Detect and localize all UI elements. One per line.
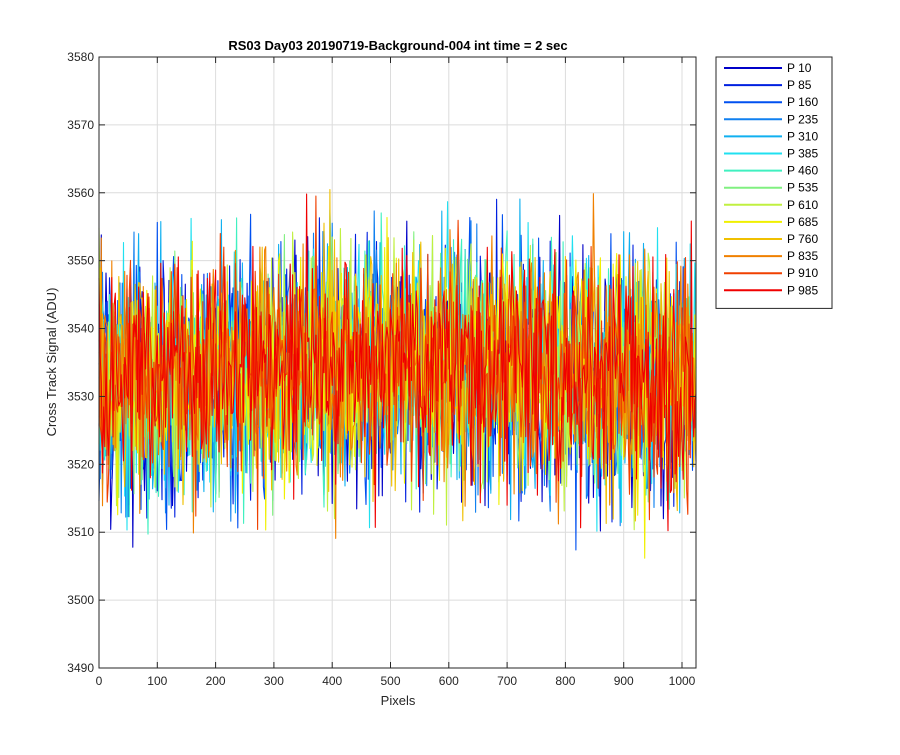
series-layer — [98, 189, 697, 559]
y-tick-label: 3500 — [67, 593, 94, 607]
legend-label: P 535 — [787, 181, 818, 195]
legend-label: P 235 — [787, 112, 818, 126]
x-tick-label: 100 — [147, 674, 167, 688]
x-tick-label: 500 — [380, 674, 400, 688]
x-tick-label: 800 — [555, 674, 575, 688]
y-tick-label: 3510 — [67, 525, 94, 539]
x-tick-label: 700 — [497, 674, 517, 688]
legend-label: P 385 — [787, 147, 818, 161]
x-tick-label: 900 — [614, 674, 634, 688]
x-tick-label: 0 — [96, 674, 103, 688]
y-axis-label: Cross Track Signal (ADU) — [44, 288, 59, 437]
plot-frame — [98, 56, 697, 669]
y-tick-label: 3540 — [67, 322, 94, 336]
x-tick-label: 1000 — [669, 674, 696, 688]
y-tick-label: 3490 — [67, 661, 94, 675]
legend-label: P 910 — [787, 266, 818, 280]
legend-label: P 310 — [787, 129, 818, 143]
x-tick-label: 400 — [322, 674, 342, 688]
y-tick-label: 3560 — [67, 186, 94, 200]
legend-label: P 985 — [787, 283, 818, 297]
legend-label: P 835 — [787, 249, 818, 263]
x-tick-label: 200 — [206, 674, 226, 688]
y-tick-label: 3520 — [67, 457, 94, 471]
legend-label: P 160 — [787, 95, 818, 109]
legend-label: P 10 — [787, 61, 812, 75]
x-axis-label: Pixels — [381, 693, 416, 708]
legend-label: P 685 — [787, 215, 818, 229]
y-tick-label: 3580 — [67, 50, 94, 64]
x-tick-label: 600 — [439, 674, 459, 688]
axis-ticks: 0 100 200 300 400 500 600 700 800 900 1000 3490 3500… — [67, 50, 696, 688]
legend-label: P 610 — [787, 198, 818, 212]
y-tick-label: 3570 — [67, 118, 94, 132]
legend-label: P 460 — [787, 164, 818, 178]
series-line-14 — [98, 193, 697, 532]
y-tick-label: 3530 — [67, 389, 94, 403]
legend: P 10 P 85 P 160 P 235 P 310 P 385 P 460 P 535 P … — [715, 56, 833, 309]
y-tick-label: 3550 — [67, 254, 94, 268]
legend-label: P 760 — [787, 232, 818, 246]
chart-title: RS03 Day03 20190719-Background-004 int t… — [228, 38, 567, 53]
x-tick-label: 300 — [264, 674, 284, 688]
legend-box — [715, 56, 833, 309]
legend-label: P 85 — [787, 78, 812, 92]
